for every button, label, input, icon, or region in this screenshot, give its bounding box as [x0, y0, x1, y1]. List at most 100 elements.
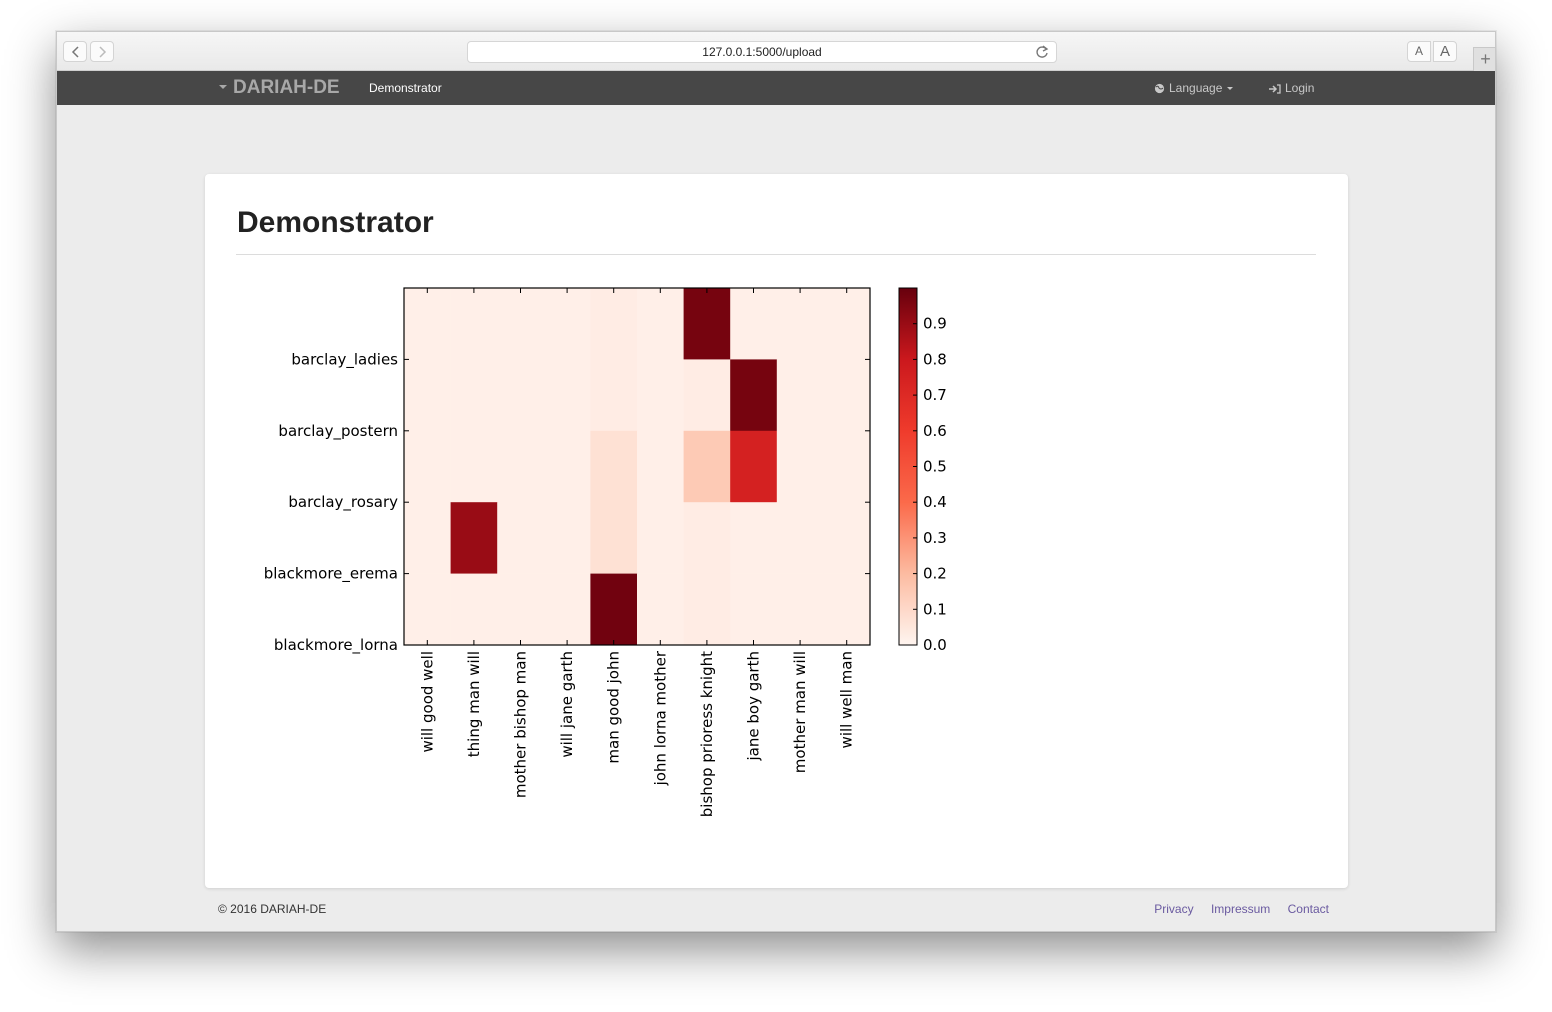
heatmap-cell	[497, 573, 545, 646]
heatmap-cell	[404, 288, 451, 360]
heatmap-cell	[776, 502, 824, 574]
colorbar-tick-label: 0.7	[923, 386, 947, 404]
heatmap-cell	[730, 359, 778, 432]
x-tick-label: mother man will	[791, 651, 809, 773]
heatmap-cell	[776, 573, 824, 646]
heatmap-cell	[776, 288, 824, 360]
colorbar-tick-label: 0.3	[923, 529, 947, 547]
heatmap-cell	[637, 502, 684, 574]
plot-frame	[403, 287, 871, 646]
heatmap-cell	[543, 573, 591, 646]
heatmap-cell	[404, 359, 451, 432]
heatmap-cell	[450, 502, 498, 574]
colorbar-tick-label: 0.5	[923, 458, 947, 476]
x-tick-label: will well man	[838, 651, 856, 748]
url-text: 127.0.0.1:5000/upload	[702, 45, 822, 59]
x-tick-label: jane boy garth	[745, 651, 763, 761]
browser-toolbar: 127.0.0.1:5000/upload A A +	[57, 32, 1495, 71]
nav-item-demonstrator[interactable]: Demonstrator	[369, 81, 442, 95]
colorbar-tick-label: 0.8	[923, 350, 947, 368]
language-label: Language	[1169, 81, 1223, 95]
heatmap-cell	[543, 502, 591, 574]
heatmap-cell	[590, 430, 638, 503]
colorbar-tick-label: 0.6	[923, 422, 947, 440]
heatmap-cell	[823, 502, 871, 574]
heatmap-cell	[450, 359, 498, 432]
colorbar-tick-label: 0.2	[923, 565, 947, 583]
heatmap-cell	[590, 359, 638, 432]
title-divider	[236, 254, 1316, 255]
brand-logo[interactable]: DARIAH-DE	[219, 71, 340, 105]
login-link[interactable]: Login	[1269, 71, 1314, 105]
forward-button[interactable]	[90, 41, 114, 62]
heatmap-cell	[590, 288, 638, 360]
x-tick-label: mother bishop man	[512, 651, 530, 798]
x-tick-label: will good well	[418, 651, 436, 753]
footer-link-impressum[interactable]: Impressum	[1210, 902, 1271, 916]
heatmap-cell	[637, 288, 684, 360]
heatmap-cell	[590, 573, 638, 646]
brand-label: DARIAH-DE	[233, 77, 340, 98]
heatmap-cell	[404, 573, 451, 646]
heatmap-cell	[497, 359, 545, 432]
heatmap-cell	[730, 430, 778, 503]
sign-in-icon	[1269, 84, 1281, 94]
x-tick-label: john lorna mother	[651, 650, 669, 786]
heatmap-cell	[730, 573, 778, 646]
content-card: Demonstrator will good well thing man wil…	[205, 174, 1348, 888]
colorbar-tick-label: 0.0	[923, 636, 947, 654]
colorbar-tick-label: 0.1	[923, 600, 947, 618]
login-label: Login	[1285, 81, 1315, 95]
chevron-right-icon	[99, 46, 107, 58]
heatmap-cell	[543, 359, 591, 432]
heatmap-cell	[497, 288, 545, 360]
font-smaller-button[interactable]: A	[1407, 41, 1431, 62]
heatmap-cell	[543, 288, 591, 360]
heatmap-cell	[637, 573, 684, 646]
heatmap-cell	[590, 502, 638, 574]
heatmap-cell	[543, 430, 591, 503]
y-tick-label: blackmore_lorna	[274, 636, 398, 655]
heatmap-cell	[497, 502, 545, 574]
globe-icon	[1154, 83, 1165, 94]
heatmap-cell	[404, 502, 451, 574]
heatmap-cell	[450, 288, 498, 360]
x-tick-label: bishop prioress knight	[698, 651, 716, 817]
new-tab-button[interactable]: +	[1473, 47, 1495, 71]
site-navbar: DARIAH-DE Demonstrator Language Login	[57, 71, 1495, 105]
footer-link-contact[interactable]: Contact	[1287, 902, 1329, 916]
back-button[interactable]	[63, 41, 87, 62]
heatmap-cell	[823, 573, 871, 646]
x-tick-label: man good john	[605, 651, 623, 764]
heatmap-cell	[683, 288, 731, 360]
y-tick-label: barclay_ladies	[291, 350, 398, 369]
heatmap-cell	[637, 359, 684, 432]
x-tick-label: thing man will	[465, 651, 483, 757]
y-tick-label: blackmore_erema	[264, 565, 398, 584]
footer-links: Privacy Impressum Contact	[1140, 902, 1329, 916]
heatmap-cell	[823, 288, 871, 360]
heatmap-cell	[683, 359, 731, 432]
font-larger-button[interactable]: A	[1433, 41, 1457, 62]
heatmap-cell	[450, 573, 498, 646]
colorbar-tick-label: 0.9	[923, 315, 947, 333]
page-title: Demonstrator	[237, 206, 434, 239]
heatmap-cell	[497, 430, 545, 503]
heatmap-cell	[730, 288, 778, 360]
chevron-left-icon	[71, 46, 79, 58]
address-bar[interactable]: 127.0.0.1:5000/upload	[467, 41, 1057, 63]
heatmap-cell	[450, 430, 498, 503]
heatmap-cell	[823, 359, 871, 432]
reload-icon[interactable]	[1035, 45, 1049, 59]
heatmap-cell	[730, 502, 778, 574]
heatmap-cell	[683, 573, 731, 646]
y-tick-label: barclay_postern	[278, 422, 398, 441]
heatmap-cell	[683, 502, 731, 574]
caret-down-icon	[1227, 87, 1234, 90]
footer-link-privacy[interactable]: Privacy	[1154, 902, 1194, 916]
heatmap-cell	[683, 430, 731, 503]
footer-copyright: © 2016 DARIAH-DE	[218, 902, 327, 916]
browser-window: 127.0.0.1:5000/upload A A + DARIAH-DE De…	[56, 31, 1496, 932]
language-dropdown[interactable]: Language	[1154, 71, 1234, 105]
heatmap-cell	[776, 430, 824, 503]
